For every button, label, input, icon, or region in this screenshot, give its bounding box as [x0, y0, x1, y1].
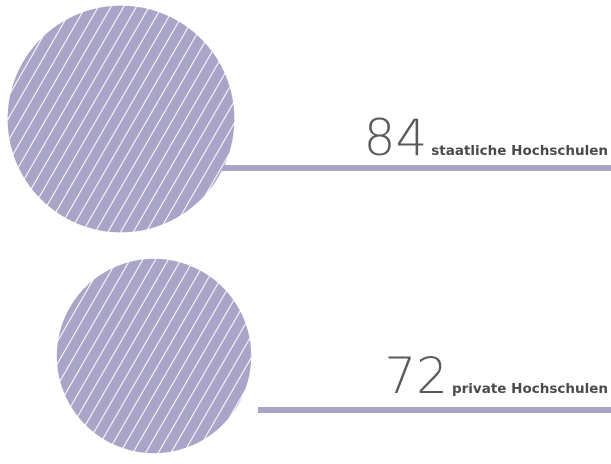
bar	[200, 165, 611, 171]
stat-text: 84 staatliche Hochschulen	[364, 109, 608, 167]
circle	[7, 5, 235, 233]
circle	[56, 258, 252, 454]
bar	[258, 407, 611, 413]
stat-label: private Hochschulen	[452, 381, 608, 397]
stat-number: 84	[364, 109, 428, 167]
items: 84 staatliche Hochschulen 72 private Hochsc…	[7, 5, 611, 454]
stat-label: staatliche Hochschulen	[431, 143, 608, 159]
stat-text: 72 private Hochschulen	[384, 347, 608, 405]
stat-number: 72	[384, 347, 448, 405]
